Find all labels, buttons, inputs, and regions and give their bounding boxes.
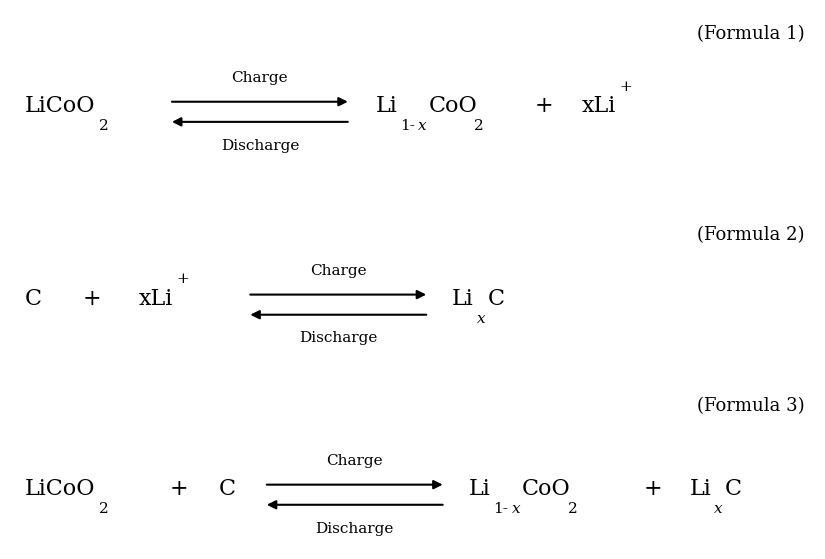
Text: CoO: CoO	[429, 95, 478, 117]
Text: +: +	[535, 95, 554, 117]
Text: C: C	[219, 478, 236, 500]
Text: Li: Li	[469, 478, 490, 500]
Text: Charge: Charge	[310, 264, 366, 278]
Text: 1-: 1-	[400, 119, 415, 132]
Text: Li: Li	[375, 95, 397, 117]
Text: Li: Li	[452, 288, 474, 310]
Text: (Formula 2): (Formula 2)	[697, 226, 804, 244]
Text: Discharge: Discharge	[221, 139, 299, 153]
Text: +: +	[169, 478, 188, 500]
Text: x: x	[477, 311, 485, 325]
Text: LiCoO: LiCoO	[25, 95, 95, 117]
Text: Discharge: Discharge	[299, 331, 378, 345]
Text: x: x	[418, 119, 427, 132]
Text: +: +	[177, 272, 189, 286]
Text: Li: Li	[690, 478, 711, 500]
Text: (Formula 3): (Formula 3)	[697, 397, 804, 415]
Text: xLi: xLi	[139, 288, 173, 310]
Text: 1-: 1-	[493, 501, 508, 515]
Text: C: C	[725, 478, 742, 500]
Text: CoO: CoO	[522, 478, 571, 500]
Text: +: +	[82, 288, 101, 310]
Text: LiCoO: LiCoO	[25, 478, 95, 500]
Text: 2: 2	[99, 501, 109, 515]
Text: Charge: Charge	[232, 71, 288, 85]
Text: C: C	[488, 288, 505, 310]
Text: xLi: xLi	[582, 95, 616, 117]
Text: x: x	[512, 501, 520, 515]
Text: x: x	[714, 501, 723, 515]
Text: Discharge: Discharge	[316, 522, 394, 536]
Text: +: +	[644, 478, 662, 500]
Text: Charge: Charge	[327, 454, 383, 468]
Text: +: +	[620, 79, 632, 93]
Text: 2: 2	[568, 501, 577, 515]
Text: (Formula 1): (Formula 1)	[697, 25, 804, 43]
Text: 2: 2	[474, 119, 484, 132]
Text: 2: 2	[99, 119, 109, 132]
Text: C: C	[25, 288, 42, 310]
